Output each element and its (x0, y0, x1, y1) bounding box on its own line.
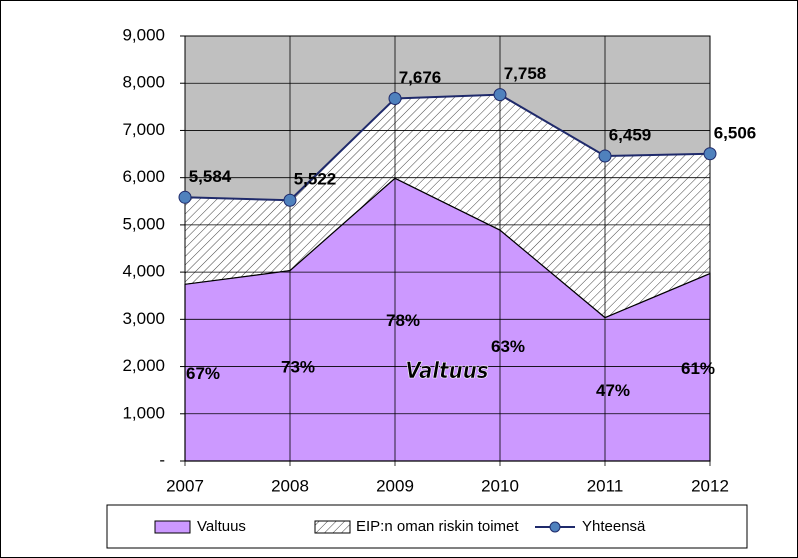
x-tick-label: 2007 (166, 476, 204, 495)
annotation: Valtuus (405, 359, 488, 384)
x-tick-label: 2012 (691, 476, 729, 495)
data-label: 6,506 (714, 123, 757, 142)
marker (703, 147, 717, 161)
legend (106, 504, 748, 549)
y-tick-label: 1,000 (122, 403, 165, 422)
y-tick-label: 5,000 (122, 214, 165, 233)
y-tick-label: 4,000 (122, 262, 165, 281)
data-label: 5,522 (294, 170, 337, 189)
marker (598, 149, 612, 163)
data-label: 7,758 (504, 64, 547, 83)
line (184, 93, 711, 202)
x-tick-label: 2009 (376, 476, 414, 495)
y-tick-label: 2,000 (122, 356, 165, 375)
y-tick-label: 9,000 (122, 25, 165, 44)
x-tick-label: 2010 (481, 476, 519, 495)
y-tick-label: 8,000 (122, 73, 165, 92)
share-label: 78% (386, 311, 420, 330)
share-label: 47% (596, 381, 630, 400)
y-tick-label: - (159, 450, 165, 469)
legend-swatch (154, 520, 191, 534)
share-label: 61% (681, 359, 715, 378)
marker (493, 88, 507, 102)
data-label: 7,676 (399, 68, 442, 87)
marker (388, 92, 402, 106)
data-label: 6,459 (609, 125, 652, 144)
y-tick-label: 3,000 (122, 309, 165, 328)
data-label: 5,584 (189, 167, 232, 186)
legend-label: Valtuus (197, 518, 246, 535)
x-tick-label: 2008 (271, 476, 309, 495)
y-tick-label: 7,000 (122, 120, 165, 139)
legend-swatch (549, 521, 561, 533)
marker (283, 193, 297, 207)
x-tick-label: 2011 (587, 476, 624, 495)
legend-label: Yhteensä (582, 518, 646, 535)
legend-swatch (314, 520, 351, 534)
share-label: 73% (281, 357, 315, 376)
marker (178, 190, 192, 204)
share-label: 67% (186, 364, 220, 383)
share-label: 63% (491, 337, 525, 356)
y-tick-label: 6,000 (122, 167, 165, 186)
plot-border (184, 35, 711, 462)
legend-label: EIP:n oman riskin toimet (356, 518, 519, 535)
